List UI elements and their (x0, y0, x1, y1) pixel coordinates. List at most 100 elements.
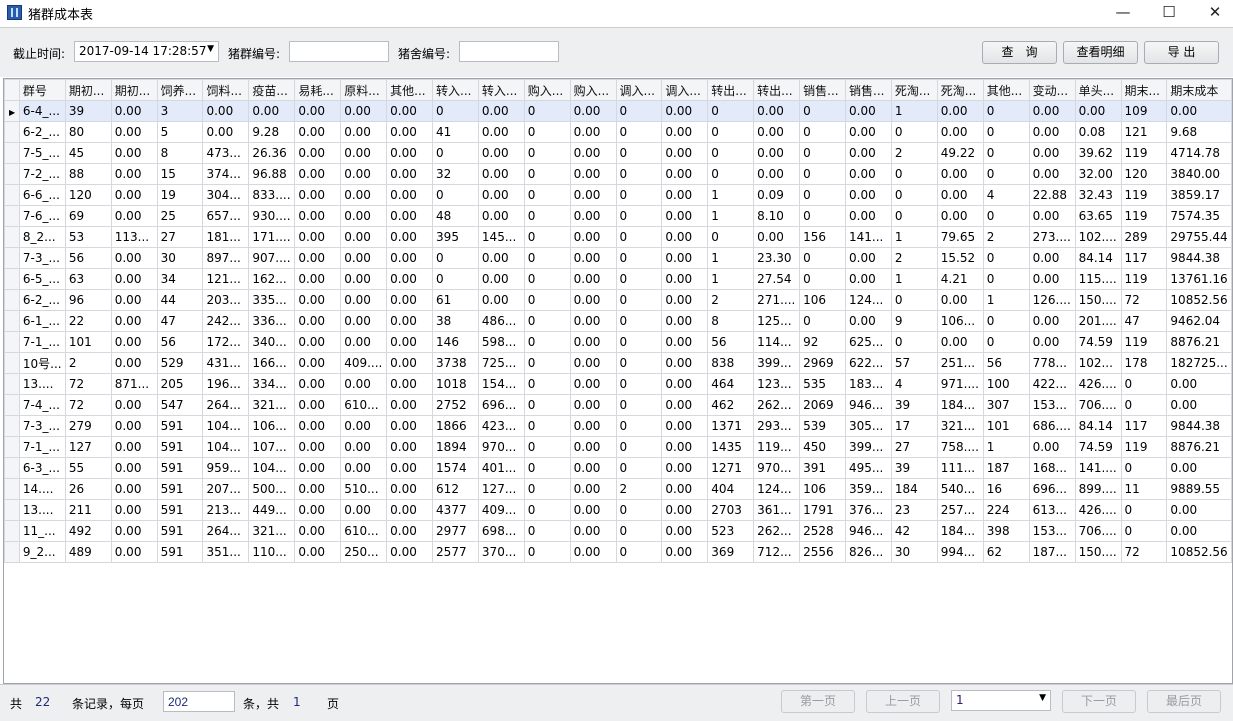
table-cell[interactable]: 23 (890, 499, 938, 521)
table-cell[interactable]: 72 (1120, 289, 1168, 311)
herd-no-input[interactable] (289, 41, 389, 62)
column-header[interactable]: 原料... (340, 79, 388, 101)
table-cell[interactable]: 897... (202, 247, 250, 269)
table-cell[interactable]: 56 (156, 331, 204, 353)
table-cell[interactable]: 0 (982, 331, 1030, 353)
table-cell[interactable]: 0.00 (753, 226, 801, 248)
column-header[interactable]: 死淘... (936, 79, 984, 101)
row-selector[interactable] (4, 289, 20, 311)
table-cell[interactable]: 127 (64, 436, 112, 458)
table-row[interactable]: ▶ 6-4_... 39 0.00 3 0.00 0.00 0.00 0.00 0.00 0 0.00… (4, 100, 1232, 122)
table-cell[interactable]: 39 (890, 457, 938, 479)
table-cell[interactable]: 224 (982, 499, 1030, 521)
table-cell[interactable]: 0.00 (386, 541, 434, 563)
table-cell[interactable]: 0.00 (386, 457, 434, 479)
column-header[interactable]: 转入... (432, 79, 479, 101)
table-cell[interactable]: 119 (1120, 436, 1168, 458)
column-header[interactable]: 疫苗... (248, 79, 296, 101)
table-cell[interactable]: 0.00 (340, 100, 388, 122)
table-row[interactable]: 7-2_... 88 0.00 15 374... 96.88 0.00 0.00 0.00 32… (4, 163, 1232, 185)
table-cell[interactable]: 0.00 (340, 499, 388, 521)
table-cell[interactable]: 113... (110, 226, 158, 248)
table-cell[interactable]: 0.00 (569, 499, 617, 521)
table-cell[interactable]: 0.00 (477, 268, 525, 290)
table-cell[interactable]: 778... (1028, 352, 1076, 374)
table-cell[interactable]: 0.00 (661, 268, 709, 290)
column-header[interactable]: 易耗... (294, 79, 342, 101)
table-cell[interactable]: 994... (936, 541, 984, 563)
table-cell[interactable]: 0.00 (569, 331, 617, 353)
table-cell[interactable]: 399... (753, 352, 801, 374)
table-cell[interactable]: 96 (64, 289, 112, 311)
table-cell[interactable]: 361... (753, 499, 801, 521)
row-selector[interactable] (4, 121, 20, 143)
table-cell[interactable]: 0.00 (386, 184, 434, 206)
table-cell[interactable]: 0.00 (340, 184, 388, 206)
table-cell[interactable]: 0 (523, 226, 571, 248)
table-cell[interactable]: 44 (156, 289, 204, 311)
row-selector[interactable] (4, 205, 20, 227)
table-cell[interactable]: 0 (615, 436, 663, 458)
table-cell[interactable]: 45 (64, 142, 112, 164)
table-cell[interactable]: 79.65 (936, 226, 984, 248)
table-cell[interactable]: 55 (64, 457, 112, 479)
table-cell[interactable]: 110... (248, 541, 296, 563)
table-cell[interactable]: 10852.56 (1166, 289, 1232, 311)
table-cell[interactable]: 0.00 (845, 205, 892, 227)
table-cell[interactable]: 321... (248, 394, 296, 416)
table-cell[interactable]: 0.00 (569, 226, 617, 248)
table-cell[interactable]: 0 (523, 352, 571, 374)
table-cell[interactable]: 826... (845, 541, 892, 563)
table-cell[interactable]: 4 (890, 373, 938, 395)
query-button[interactable]: 查 询 (982, 41, 1057, 64)
table-cell[interactable]: 84.14 (1074, 247, 1122, 269)
table-cell[interactable]: 123... (753, 373, 801, 395)
table-cell[interactable]: 758.... (936, 436, 984, 458)
table-cell[interactable]: 0.00 (1166, 457, 1232, 479)
table-cell[interactable]: 0 (615, 163, 663, 185)
table-cell[interactable]: 1 (890, 100, 938, 122)
table-cell[interactable]: 0.00 (753, 100, 801, 122)
table-cell[interactable]: 119 (1120, 268, 1168, 290)
table-cell[interactable]: 0.00 (340, 373, 388, 395)
table-cell[interactable]: 899.... (1074, 478, 1122, 500)
table-cell[interactable]: 32.00 (1074, 163, 1122, 185)
table-cell[interactable]: 9889.55 (1166, 478, 1232, 500)
table-cell[interactable]: 0 (615, 520, 663, 542)
table-cell[interactable]: 56 (982, 352, 1030, 374)
table-cell[interactable]: 0.00 (661, 247, 709, 269)
table-cell[interactable]: 0 (523, 184, 571, 206)
table-cell[interactable]: 74.59 (1074, 331, 1122, 353)
table-cell[interactable]: 47 (1120, 310, 1168, 332)
table-cell[interactable]: 321... (248, 520, 296, 542)
table-cell[interactable]: 171.... (248, 226, 296, 248)
table-cell[interactable]: 6-1_... (18, 310, 66, 332)
table-cell[interactable]: 0 (523, 499, 571, 521)
table-cell[interactable]: 39.62 (1074, 142, 1122, 164)
table-cell[interactable]: 0.00 (1028, 247, 1076, 269)
table-cell[interactable]: 0.00 (1166, 100, 1232, 122)
table-cell[interactable]: 0.00 (386, 163, 434, 185)
table-cell[interactable]: 0 (890, 289, 938, 311)
table-cell[interactable]: 0 (799, 163, 847, 185)
table-cell[interactable]: 4.21 (936, 268, 984, 290)
table-cell[interactable]: 0 (615, 541, 663, 563)
table-cell[interactable]: 34 (156, 268, 204, 290)
table-cell[interactable]: 3 (156, 100, 204, 122)
table-cell[interactable]: 0.00 (845, 268, 892, 290)
table-cell[interactable]: 213... (202, 499, 250, 521)
table-cell[interactable]: 0.00 (569, 142, 617, 164)
table-cell[interactable]: 0.00 (294, 289, 342, 311)
table-cell[interactable]: 946... (845, 394, 892, 416)
table-cell[interactable]: 178 (1120, 352, 1168, 374)
table-cell[interactable]: 102.... (1074, 226, 1122, 248)
maximize-icon[interactable]: ☐ (1162, 3, 1176, 21)
table-cell[interactable]: 16 (982, 478, 1030, 500)
column-header[interactable]: 调入... (661, 79, 709, 101)
table-row[interactable]: 7-3_... 56 0.00 30 897... 907.... 0.00 0.00 0.00… (4, 247, 1232, 269)
table-cell[interactable]: 0 (707, 142, 755, 164)
table-cell[interactable]: 971.... (936, 373, 984, 395)
table-cell[interactable]: 150.... (1074, 289, 1122, 311)
table-cell[interactable]: 0.00 (661, 541, 709, 563)
table-cell[interactable]: 15 (156, 163, 204, 185)
